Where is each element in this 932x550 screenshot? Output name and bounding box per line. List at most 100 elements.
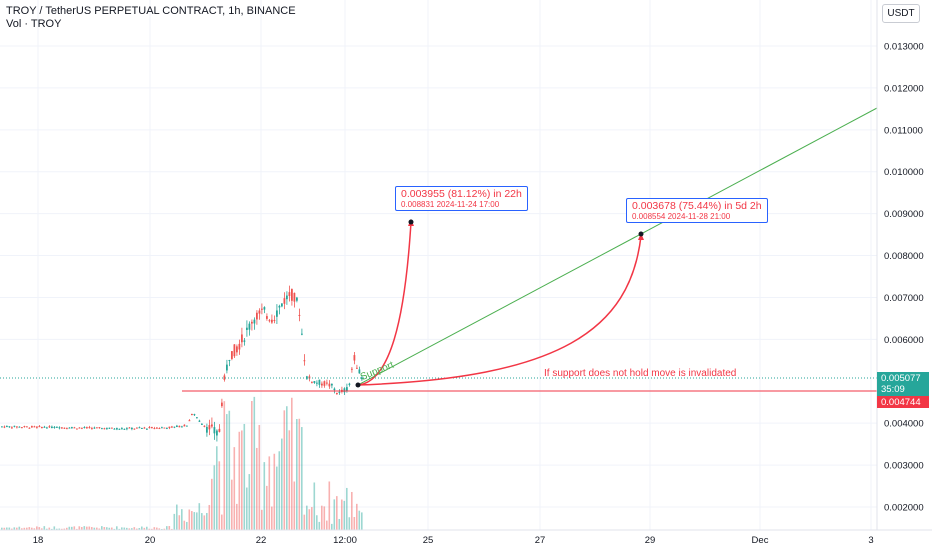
candle-body xyxy=(116,428,118,430)
current-price-badge: 0.005077 35:09 xyxy=(877,372,929,396)
volume-bar xyxy=(133,527,136,530)
volume-bar xyxy=(81,527,83,530)
candle-body xyxy=(346,387,348,392)
volume-bar xyxy=(98,528,101,530)
candle-body xyxy=(261,308,263,310)
volume-bar xyxy=(13,527,16,530)
volume-bar xyxy=(143,527,146,530)
volume-bar xyxy=(301,427,303,530)
volume-bar xyxy=(351,491,353,530)
volume-bar xyxy=(93,527,96,530)
volume-bar xyxy=(358,510,361,530)
volume-indicator-label[interactable]: Vol · TROY xyxy=(6,18,62,30)
target1-annotation[interactable]: 0.003955 (81.12%) in 22h 0.008831 2024-1… xyxy=(395,186,528,211)
volume-bar xyxy=(168,526,171,530)
candle-body xyxy=(166,427,168,429)
candle-body xyxy=(361,377,363,380)
volume-bar xyxy=(186,521,188,530)
volume-bar xyxy=(278,451,281,530)
candle-body xyxy=(33,426,36,428)
time-tick-label: 29 xyxy=(645,535,656,546)
candle-body xyxy=(23,426,26,428)
volume-bar xyxy=(276,466,278,530)
candle-body xyxy=(56,426,58,428)
volume-bar xyxy=(336,496,338,530)
candle-body xyxy=(138,427,141,429)
candle-body xyxy=(196,417,198,419)
candle-body xyxy=(323,381,326,386)
candle-body xyxy=(36,426,38,428)
price-tick-label: 0.011000 xyxy=(884,125,923,136)
candle-body xyxy=(353,355,356,361)
volume-bar xyxy=(68,526,71,530)
candle-body xyxy=(298,314,301,316)
volume-bar xyxy=(296,419,298,530)
candle-body xyxy=(111,427,113,429)
current-price-value: 0.005077 xyxy=(881,373,921,384)
candle-body xyxy=(68,427,71,429)
candle-body xyxy=(331,383,333,386)
target2-point[interactable] xyxy=(638,231,644,237)
target2-annotation[interactable]: 0.003678 (75.44%) in 5d 2h 0.008554 2024… xyxy=(626,198,768,223)
volume-bar xyxy=(111,527,113,530)
candle-body xyxy=(283,298,286,304)
candle-body xyxy=(31,426,33,428)
candle-body xyxy=(301,333,303,335)
volume-bar xyxy=(161,528,163,530)
candlesticks[interactable] xyxy=(1,285,363,442)
support-price-badge: 0.004744 xyxy=(877,396,929,408)
candle-body xyxy=(173,426,176,428)
price-tick-label: 0.013000 xyxy=(884,42,924,53)
invalidation-note[interactable]: If support does not hold move is invalid… xyxy=(544,368,737,379)
candle-body xyxy=(291,289,293,301)
candle-body xyxy=(163,427,166,429)
candle-body xyxy=(121,428,123,430)
volume-bar xyxy=(91,527,93,530)
volume-bar xyxy=(356,503,358,530)
target1-point[interactable] xyxy=(408,219,414,225)
currency-button[interactable]: USDT xyxy=(882,4,920,23)
candle-body xyxy=(86,427,88,429)
candle-body xyxy=(91,428,93,430)
price-tick-label: 0.010000 xyxy=(884,167,924,178)
volume-bar xyxy=(341,499,343,530)
chart-grid xyxy=(0,0,877,530)
target1-curve[interactable] xyxy=(357,221,412,386)
volume-bar xyxy=(46,528,48,530)
volume-bar xyxy=(281,438,283,530)
volume-bar xyxy=(128,528,131,530)
candle-body xyxy=(161,427,163,429)
volume-bar xyxy=(51,528,53,530)
target2-curve[interactable] xyxy=(357,235,642,386)
volume-bar xyxy=(148,528,151,530)
volume-bar xyxy=(3,527,6,530)
volume-bar xyxy=(78,526,81,530)
candle-body xyxy=(243,340,246,342)
volume-bar xyxy=(113,528,116,530)
volume-bar xyxy=(236,503,238,530)
candle-body xyxy=(201,423,203,425)
candle-body xyxy=(258,310,261,314)
candle-body xyxy=(271,319,273,323)
volume-bar xyxy=(38,527,41,530)
volume-bar xyxy=(188,509,191,530)
candle-body xyxy=(141,427,143,429)
anchor-point[interactable] xyxy=(355,382,361,388)
candle-body xyxy=(61,427,63,429)
candle-body xyxy=(313,381,316,383)
price-axis-labels[interactable]: 0.013000 0.012000 0.011000 0.010000 0.009000… xyxy=(884,42,924,514)
volume-bar xyxy=(213,465,216,530)
volume-bar xyxy=(233,447,236,530)
volume-bar xyxy=(166,526,168,530)
volume-bar xyxy=(313,482,316,530)
time-axis-labels[interactable]: 18 20 22 12:00 25 27 29 Dec 3 xyxy=(33,535,874,546)
price-tick-label: 0.007000 xyxy=(884,293,924,304)
candle-body xyxy=(78,427,81,429)
volume-bar xyxy=(76,528,78,530)
candle-body xyxy=(128,427,131,429)
trendline[interactable] xyxy=(357,107,878,386)
symbol-title[interactable]: TROY / TetherUS PERPETUAL CONTRACT, 1h, … xyxy=(6,5,296,17)
candle-body xyxy=(263,307,266,310)
candle-body xyxy=(148,427,151,429)
